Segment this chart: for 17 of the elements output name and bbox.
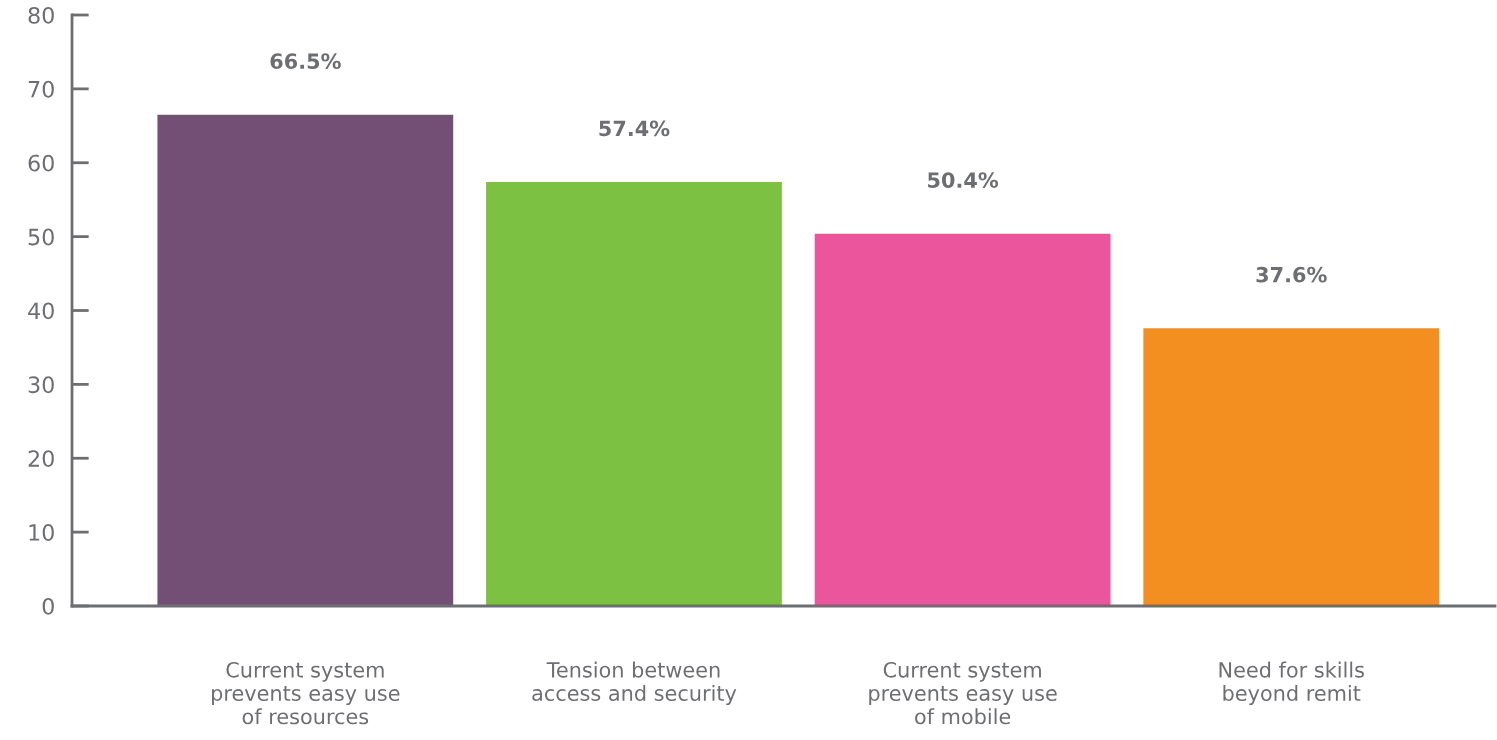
x-tick-label: Need for skills beyond remit — [1219, 661, 1364, 706]
y-tick-label: 70 — [28, 80, 54, 98]
x-tick-label: Current system prevents easy use of resources — [212, 661, 400, 725]
y-tick-label: 60 — [28, 154, 54, 172]
y-tick-label: 10 — [29, 524, 54, 541]
y-tick-label: 20 — [28, 450, 54, 468]
x-tick-label: Current system prevents easy use of mobile — [869, 661, 1057, 725]
y-tick-label: 30 — [28, 376, 54, 394]
data-label: 37.6% — [1256, 266, 1327, 283]
data-label: 50.4% — [928, 172, 999, 188]
x-tick-label: Tension between access and security — [532, 661, 737, 706]
y-tick-label: 80 — [28, 6, 54, 24]
y-tick-label: 50 — [28, 228, 54, 246]
data-label: 66.5% — [270, 53, 341, 70]
y-tick-label: 0 — [42, 597, 54, 615]
data-label: 57.4% — [599, 120, 670, 137]
y-tick-label: 40 — [28, 302, 54, 320]
